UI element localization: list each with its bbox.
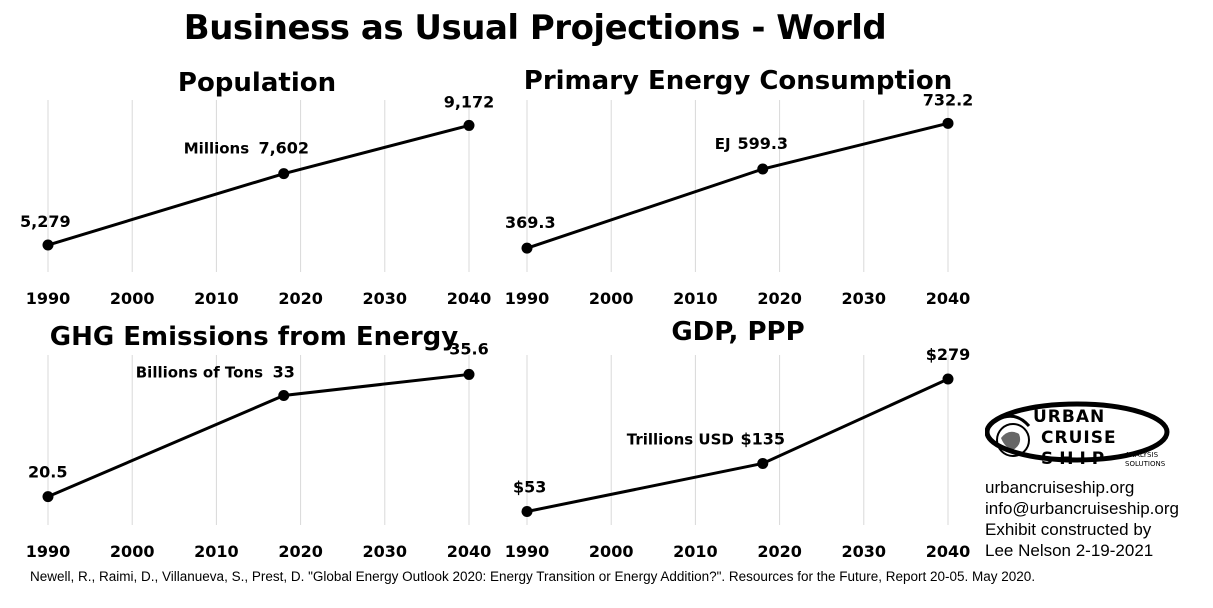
urban-cruise-ship-logo: URBAN CRUISE SHIP ANALYSIS SOLUTIONS [985,401,1170,469]
unit-label: Billions of Tons [136,363,263,381]
x-tick-label: 2010 [194,542,239,561]
x-tick-label: 1990 [505,542,550,561]
x-tick-label: 2030 [842,289,887,308]
x-tick-label: 2010 [673,542,718,561]
x-tick-label: 2040 [926,289,971,308]
data-label: 732.2 [923,90,974,109]
unit-label: Trillions USD [627,430,734,448]
x-tick-label: 2010 [673,289,718,308]
source-citation: Newell, R., Raimi, D., Villanueva, S., P… [30,569,1036,584]
svg-text:SHIP: SHIP [1041,449,1110,469]
x-tick-label: 2020 [278,542,323,561]
x-tick-label: 1990 [26,542,71,561]
data-label: 7,602 [258,139,309,158]
x-tick-label: 2030 [363,289,408,308]
data-label: $279 [926,345,971,364]
data-point [942,117,954,129]
data-label: 9,172 [444,92,495,111]
x-tick-label: 2020 [757,542,802,561]
data-point [278,168,290,180]
data-label: 35.6 [449,339,488,358]
email-text: info@urbancruiseship.org [985,499,1179,518]
x-tick-label: 1990 [505,289,550,308]
x-tick-label: 2020 [757,289,802,308]
x-tick-label: 2020 [278,289,323,308]
x-tick-label: 2000 [110,289,155,308]
data-point [463,368,475,380]
svg-text:CRUISE: CRUISE [1041,428,1117,448]
data-point [42,239,54,251]
x-tick-label: 2010 [194,289,239,308]
x-tick-label: 2040 [926,542,971,561]
panel-title: GHG Emissions from Energy [50,322,458,352]
x-tick-label: 2030 [363,542,408,561]
data-point [521,242,533,254]
series-line [526,377,949,513]
x-tick-label: 2000 [589,542,634,561]
x-tick-label: 1990 [26,289,71,308]
x-tick-label: 2040 [447,289,492,308]
data-point [278,389,290,401]
unit-label: EJ [715,135,731,153]
data-label: 599.3 [737,134,788,153]
data-label: 369.3 [505,213,556,232]
x-tick-label: 2030 [842,542,887,561]
credit-line-2: Lee Nelson 2-19-2021 [985,541,1154,560]
data-label: 33 [273,362,295,381]
data-point [42,491,54,503]
svg-text:ANALYSIS: ANALYSIS [1125,451,1159,459]
data-point [757,163,769,175]
x-tick-label: 2040 [447,542,492,561]
data-label: $135 [740,429,785,448]
svg-text:URBAN: URBAN [1033,407,1105,427]
data-point [521,506,533,518]
data-label: 5,279 [20,212,71,231]
data-label: 20.5 [28,463,67,482]
panel-title: GDP, PPP [671,317,804,347]
x-tick-label: 2000 [589,289,634,308]
website-text: urbancruiseship.org [985,478,1135,497]
svg-text:SOLUTIONS: SOLUTIONS [1125,460,1166,468]
series-line [47,372,470,499]
data-point [942,373,954,385]
unit-label: Millions [184,140,249,158]
x-tick-label: 2000 [110,542,155,561]
data-point [463,119,475,131]
panel-title: Primary Energy Consumption [524,66,952,96]
credit-line-1: Exhibit constructed by [985,520,1152,539]
data-label: $53 [513,478,546,497]
panel-title: Population [178,68,336,98]
data-point [757,457,769,469]
page-title: Business as Usual Projections - World [183,8,887,48]
